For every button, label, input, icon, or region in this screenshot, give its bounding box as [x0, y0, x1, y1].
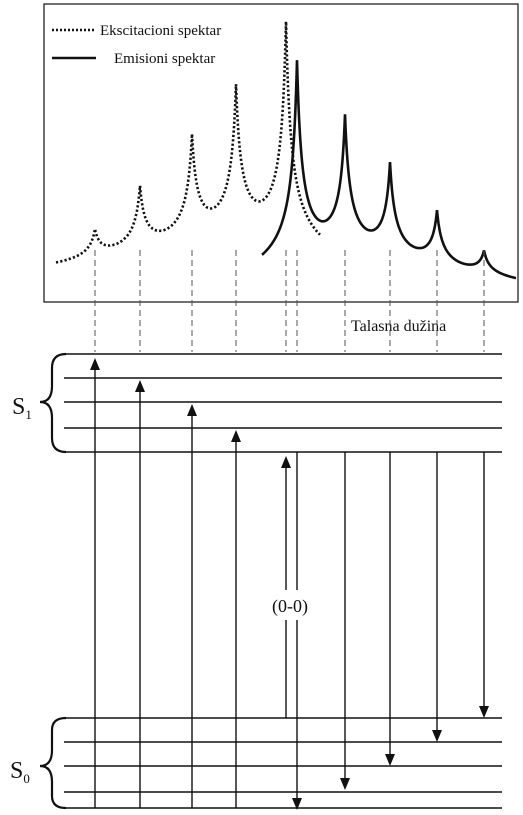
peak-guide-lines	[94, 250, 485, 352]
arrowhead-down	[385, 754, 395, 766]
s1-vibrational-levels	[64, 353, 502, 453]
arrowhead-up	[135, 380, 145, 392]
arrowhead-down	[432, 730, 442, 742]
s0-label: S0	[10, 758, 30, 786]
emission-transitions	[292, 452, 489, 810]
emission-spectrum-curve	[261, 60, 517, 280]
arrowhead-up	[187, 404, 197, 416]
spectrum-frame	[43, 3, 519, 303]
legend-excitation-label: Ekscitacioni spektar	[100, 23, 221, 39]
arrowhead-up	[231, 430, 241, 442]
arrowhead-down	[292, 798, 302, 810]
s1-label: S1	[12, 394, 32, 422]
absorption-transitions	[90, 358, 291, 808]
arrowhead-down	[340, 778, 350, 790]
zero-zero-label-bg	[270, 590, 318, 620]
arrowhead-down	[479, 706, 489, 718]
zero-zero-transition-label: (0-0)	[272, 596, 308, 617]
wavelength-axis-label: Talasna dužina	[351, 318, 446, 335]
s1-brace	[39, 352, 67, 454]
arrowhead-up	[90, 358, 100, 370]
legend-emission-label: Emisioni spektar	[114, 51, 215, 67]
s0-vibrational-levels	[64, 717, 502, 809]
arrowhead-up	[281, 456, 291, 468]
s0-brace	[39, 716, 67, 810]
